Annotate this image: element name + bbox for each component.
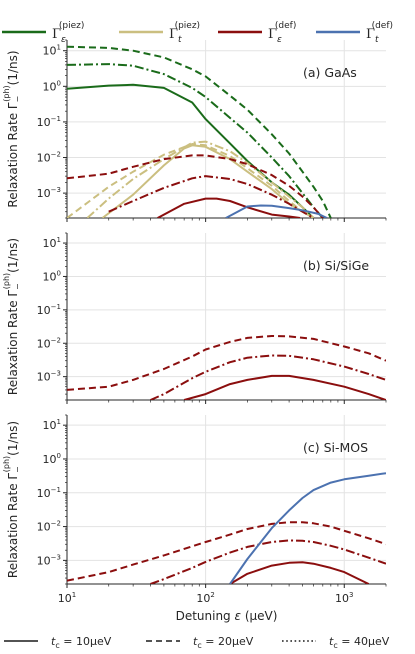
y-tick-label: 101 [43,44,61,58]
series-line [157,197,301,218]
panel-1: 101 100 10−1 10−2 10−3 (a) GaAs Relaxation Rat… [2,39,387,222]
legend-entry: Γε(def) [218,21,296,45]
panel-3: 101 100 10−1 10−2 10−3 (c) Si-MOS Relaxation R… [2,414,387,588]
legend-label: Γε(piez) [52,21,84,45]
legend-entry: Γt(def) [316,21,393,45]
legend-label: tc = 40μeV [329,635,390,650]
legend-label: Γε(def) [268,21,296,45]
legend-top: Γε(piez) Γt(piez) Γε(def) Γt(def) [2,21,393,45]
panel-label: (b) Si/SiGe [303,258,369,273]
y-tick-label: 100 [43,452,61,466]
x-axis: 101 102 103 Detuning ε (μeV) [58,591,354,623]
series-group [67,45,332,218]
y-tick-label: 10−1 [37,486,61,500]
legend-label: tc = 20μeV [193,635,254,650]
series-line [225,204,328,218]
series-group [67,472,386,584]
series-line [67,521,386,582]
y-tick-label: 10−2 [37,151,61,165]
series-line [67,83,315,218]
series-group [67,335,386,400]
legend-entry: tc = 20μeV [146,635,254,650]
legend-label: Γt(def) [366,21,393,45]
panel-label: (c) Si-MOS [303,440,368,455]
y-tick-label: 10−2 [37,336,61,350]
y-axis-label: Relaxation Rate Γ−(ph)(1/ns) [2,238,22,395]
y-tick-label: 10−3 [37,186,61,200]
y-tick-label: 10−1 [37,303,61,317]
series-line [67,63,324,218]
panel-label: (a) GaAs [303,65,357,80]
y-axis-label: Relaxation Rate Γ−(ph)(1/ns) [2,421,22,578]
series-line [183,374,386,400]
y-tick-label: 10−2 [37,520,61,534]
legend-entry: Γt(piez) [119,21,200,45]
series-line [150,539,386,584]
x-tick-label: 102 [196,591,214,605]
x-tick-label: 101 [58,591,76,605]
y-tick-label: 10−3 [37,553,61,567]
legend-entry: Γε(piez) [2,21,84,45]
series-line [150,354,386,400]
series-line [229,472,386,584]
legend-label: Γt(piez) [169,21,200,45]
y-tick-label: 101 [43,418,61,432]
y-tick-label: 10−3 [37,370,61,384]
y-tick-label: 100 [43,269,61,283]
series-line [229,561,370,584]
x-axis-label: Detuning ε (μeV) [176,609,278,623]
series-line [67,45,332,218]
panels: 101 100 10−1 10−2 10−3 (a) GaAs Relaxation Rat… [2,39,387,588]
y-tick-label: 100 [43,79,61,93]
y-axis-label: Relaxation Rate Γ−(ph)(1/ns) [2,50,22,207]
series-line [86,140,315,218]
panel-2: 101 100 10−1 10−2 10−3 (b) Si/SiGe Relaxation … [2,232,387,404]
series-line [67,335,386,391]
legend-entry: tc = 40μeV [282,635,390,650]
legend-label: tc = 10μeV [51,635,112,650]
legend-bottom: tc = 10μeV tc = 20μeV tc = 40μeV [4,635,390,650]
x-tick-label: 103 [335,591,353,605]
y-tick-label: 10−1 [37,115,61,129]
series-line [67,154,324,218]
y-tick-label: 101 [43,236,61,250]
legend-entry: tc = 10μeV [4,635,112,650]
